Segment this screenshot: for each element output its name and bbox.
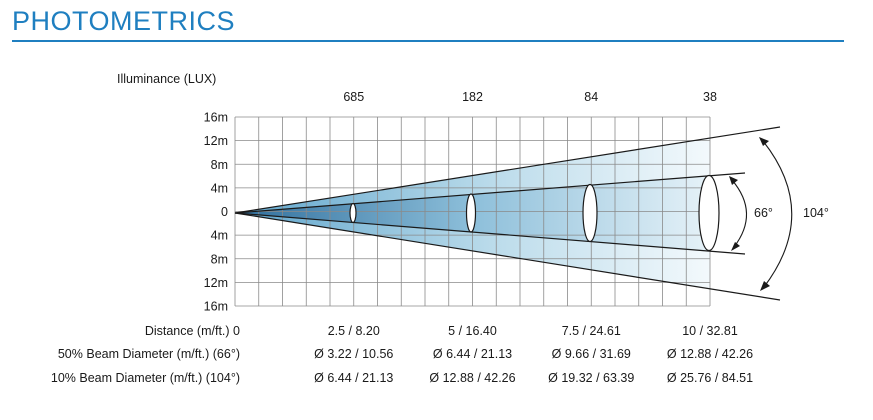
grid xyxy=(234,116,711,307)
row-value: Ø 6.44 / 21.13 xyxy=(433,347,512,361)
row-value: 5 / 16.40 xyxy=(448,324,497,338)
illuminance-value: 84 xyxy=(584,90,598,104)
row-value: Ø 25.76 / 84.51 xyxy=(667,371,753,385)
y-tick-label: 4m xyxy=(211,229,228,243)
inner-angle-label: 66° xyxy=(754,206,773,220)
page-title: PHOTOMETRICS xyxy=(12,6,236,36)
row-value: Ø 3.22 / 10.56 xyxy=(314,347,393,361)
y-tick-label: 12m xyxy=(204,134,228,148)
outer-beam-edge-top xyxy=(234,126,781,214)
y-tick-label: 16m xyxy=(204,111,228,125)
row-label: 10% Beam Diameter (m/ft.) (104°) xyxy=(51,371,240,385)
y-tick-label: 8m xyxy=(211,252,228,266)
row-value: Ø 9.66 / 31.69 xyxy=(552,347,631,361)
beam-section-1 xyxy=(349,202,357,224)
inner-beam-edge-bottom xyxy=(234,212,746,255)
row-value: Ø 12.88 / 42.26 xyxy=(429,371,515,385)
row-value: Ø 19.32 / 63.39 xyxy=(548,371,634,385)
inner-beam-edge-top xyxy=(234,172,746,214)
y-tick-label: 0 xyxy=(221,205,228,219)
outer-angle-arrow-top xyxy=(759,137,769,146)
outer-angle-label: 104° xyxy=(803,206,829,220)
y-tick-label: 12m xyxy=(204,276,228,290)
row-label: Distance (m/ft.) 0 xyxy=(145,324,240,338)
inner-angle-arrow-bottom xyxy=(731,242,740,251)
beam-section-3 xyxy=(582,183,598,243)
illuminance-value: 38 xyxy=(703,90,717,104)
y-tick-label: 8m xyxy=(211,158,228,172)
illuminance-value: 182 xyxy=(462,90,483,104)
row-label: 50% Beam Diameter (m/ft.) (66°) xyxy=(58,347,240,361)
row-value: 2.5 / 8.20 xyxy=(328,324,380,338)
inner-angle-arrow-top xyxy=(729,176,738,185)
outer-angle-arc xyxy=(762,140,793,288)
outer-beam-edge-bottom xyxy=(234,212,781,301)
row-value: Ø 6.44 / 21.13 xyxy=(314,371,393,385)
beam-section-4 xyxy=(698,174,720,252)
title-underline xyxy=(12,40,844,42)
y-tick-label: 16m xyxy=(204,300,228,314)
row-value: Ø 12.88 / 42.26 xyxy=(667,347,753,361)
beam-section-2 xyxy=(465,193,477,233)
y-tick-label: 4m xyxy=(211,181,228,195)
illuminance-value: 685 xyxy=(343,90,364,104)
row-value: 10 / 32.81 xyxy=(682,324,738,338)
illuminance-label: Illuminance (LUX) xyxy=(117,72,216,86)
row-value: 7.5 / 24.61 xyxy=(562,324,621,338)
outer-angle-arrow-bottom xyxy=(760,281,770,291)
inner-angle-arc xyxy=(731,179,747,248)
